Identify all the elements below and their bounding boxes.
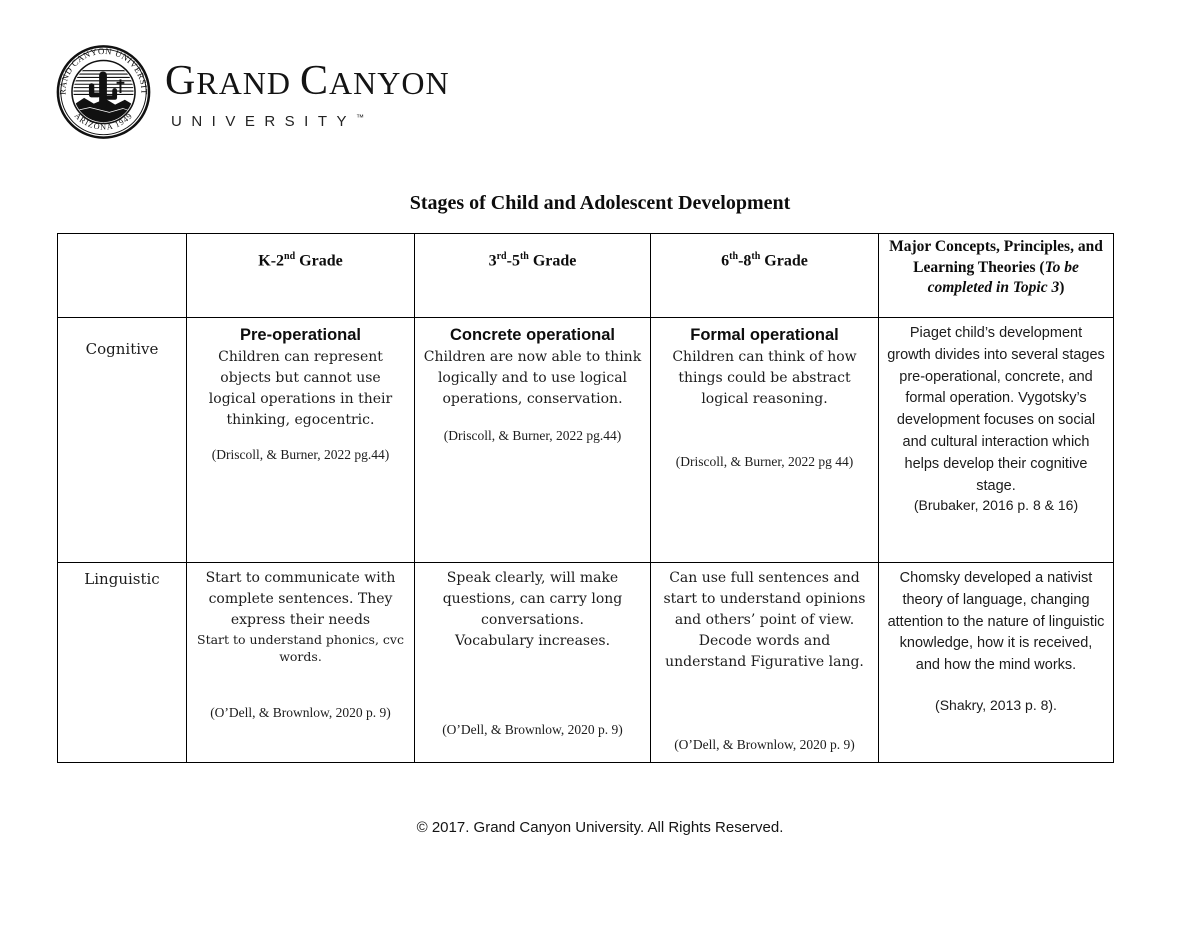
header-text: -8 [738, 252, 752, 270]
theory-description: Piaget child’s development growth divide… [887, 325, 1105, 494]
header-sup: th [729, 251, 739, 262]
stage-description: Vocabulary increases. [454, 633, 611, 649]
citation: (Shakry, 2013 p. 8). [935, 696, 1057, 713]
stage-description: Children can represent objects but canno… [208, 349, 393, 428]
header-text: -5 [506, 252, 520, 270]
trademark-symbol: ™ [356, 112, 365, 122]
gcu-name-initial: C [300, 57, 330, 104]
stage-heading: Concrete operational [449, 326, 616, 344]
gcu-seal-icon: GRAND CANYON UNIVERSITY ARIZONA 1949 [56, 45, 151, 139]
linguistic-major-concepts-cell: Chomsky developed a nativist theory of l… [879, 563, 1114, 763]
header-text: Major Concepts, Principles, and Learning… [889, 238, 1103, 276]
linguistic-3rd-5th-cell: Speak clearly, will make questions, can … [415, 563, 651, 763]
development-table: K-2nd Grade 3rd-5th Grade 6th-8th Grade … [57, 233, 1114, 763]
stage-description: Children can think of how things could b… [672, 349, 857, 407]
cognitive-k2-cell: Pre-operational Children can represent o… [187, 318, 415, 563]
header-sup: nd [284, 251, 296, 262]
theory-description: Chomsky developed a nativist theory of l… [887, 570, 1105, 674]
header-text: 3 [488, 252, 497, 270]
header-text: ) [1059, 279, 1065, 296]
cognitive-major-concepts-cell: Piaget child’s development growth divide… [879, 318, 1114, 563]
header-text: Grade [760, 252, 808, 270]
stage-heading: Pre-operational [239, 326, 362, 344]
header-3rd-5th-grade: 3rd-5th Grade [415, 234, 651, 318]
gcu-name-rest: ANYON [329, 64, 450, 101]
citation: (Driscoll, & Burner, 2022 pg.44) [443, 428, 622, 443]
header-text: Grade [528, 252, 577, 270]
stage-description-small: Start to understand phonics, cvc words. [197, 632, 404, 664]
header-sup: rd [496, 251, 507, 262]
gcu-university-text: UNIVERSITY [171, 112, 357, 130]
citation: (O’Dell, & Brownlow, 2020 p. 9) [674, 737, 855, 752]
citation: (O’Dell, & Brownlow, 2020 p. 9) [442, 722, 623, 737]
citation: (Driscoll, & Burner, 2022 pg 44) [675, 454, 854, 469]
cognitive-3rd-5th-cell: Concrete operational Children are now ab… [415, 318, 651, 563]
gcu-name-rest: RAND [196, 64, 301, 101]
header-sup: th [751, 251, 761, 262]
page-title: Stages of Child and Adolescent Developme… [409, 192, 791, 214]
stage-description: Speak clearly, will make questions, can … [442, 570, 623, 628]
header-sup: th [519, 251, 529, 262]
stage-heading: Formal operational [690, 326, 839, 344]
linguistic-6th-8th-cell: Can use full sentences and start to unde… [651, 563, 879, 763]
header-k2-grade: K-2nd Grade [187, 234, 415, 318]
citation: (Brubaker, 2016 p. 8 & 16) [913, 497, 1079, 514]
gcu-university-line: UNIVERSITY™ [171, 113, 450, 130]
header-empty-cell [58, 234, 187, 318]
gcu-logo: GRAND CANYON UNIVERSITY ARIZONA 1949 [55, 42, 450, 142]
gcu-name: GRAND CANYON [165, 57, 450, 110]
header-text: Grade [295, 252, 343, 270]
header-major-concepts: Major Concepts, Principles, and Learning… [879, 234, 1114, 318]
linguistic-k2-cell: Start to communicate with complete sente… [187, 563, 415, 763]
row-label-linguistic: Linguistic [58, 563, 187, 763]
stage-description: Can use full sentences and start to unde… [663, 570, 866, 670]
header-text: K-2 [258, 252, 285, 270]
gcu-name-initial: G [165, 57, 197, 104]
row-label-cognitive: Cognitive [58, 318, 187, 563]
citation: (O’Dell, & Brownlow, 2020 p. 9) [210, 705, 391, 720]
header-6th-8th-grade: 6th-8th Grade [651, 234, 879, 318]
cognitive-6th-8th-cell: Formal operational Children can think of… [651, 318, 879, 563]
stage-description: Children are now able to think logically… [423, 349, 642, 407]
citation: (Driscoll, & Burner, 2022 pg.44) [211, 447, 390, 462]
header-text: 6 [721, 252, 730, 270]
gcu-wordmark: GRAND CANYON UNIVERSITY™ [165, 57, 450, 130]
stage-description: Start to communicate with complete sente… [205, 570, 396, 628]
header-italic-text: To be completed in Topic 3 [927, 258, 1079, 297]
copyright-footer: © 2017. Grand Canyon University. All Rig… [416, 819, 784, 836]
